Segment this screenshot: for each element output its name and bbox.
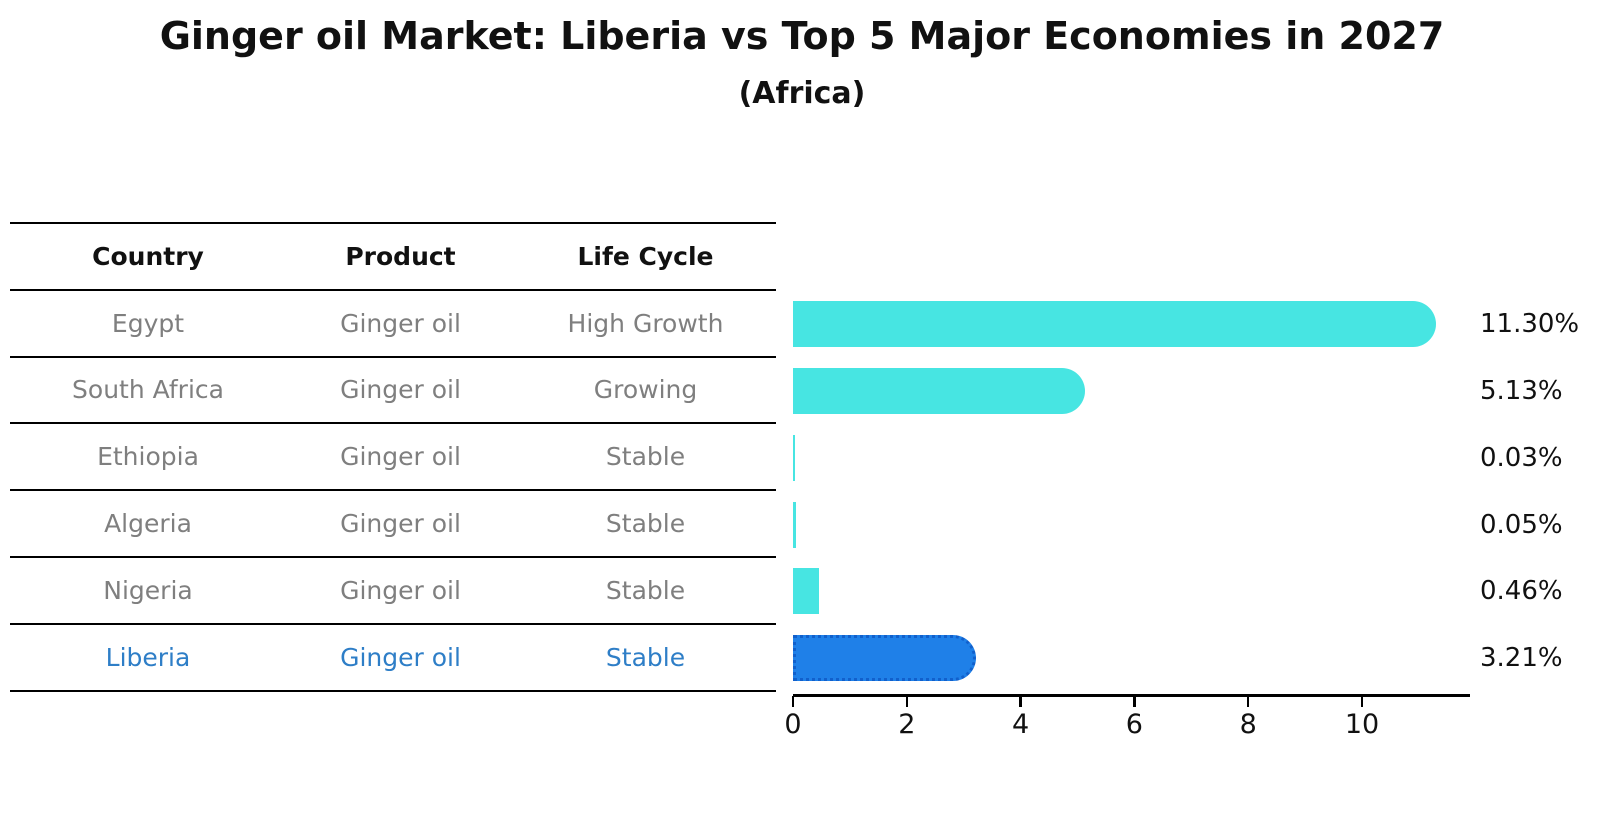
cell-life-cycle: High Growth: [567, 308, 724, 338]
x-tick: [905, 696, 909, 707]
bar-egypt: [793, 301, 1436, 348]
x-tick: [1246, 696, 1250, 707]
cell-product: Ginger oil: [340, 575, 461, 605]
cell-product: Ginger oil: [340, 442, 461, 472]
table-row-nigeria: Nigeria Ginger oil Stable: [10, 558, 776, 625]
x-tick: [791, 696, 795, 707]
x-tick-label: 8: [1239, 709, 1257, 740]
cell-country: Liberia: [105, 642, 191, 672]
bar-value-label: 3.21%: [1480, 643, 1563, 674]
bar-ethiopia: [793, 434, 795, 481]
table-row-algeria: Algeria Ginger oil Stable: [10, 491, 776, 558]
cell-life-cycle: Stable: [605, 509, 686, 539]
column-header-country: Country: [92, 241, 204, 271]
x-tick-label: 10: [1344, 709, 1380, 740]
cell-product: Ginger oil: [340, 642, 461, 672]
x-tick-label: 0: [784, 709, 802, 740]
x-tick-label: 6: [1125, 709, 1143, 740]
cell-country: South Africa: [72, 375, 224, 405]
cell-country: Nigeria: [103, 575, 193, 605]
bar-value-label: 0.46%: [1480, 576, 1563, 607]
chart-subtitle: (Africa): [738, 76, 866, 111]
cell-country: Algeria: [104, 509, 192, 539]
bar-liberia: [793, 635, 976, 682]
cell-life-cycle: Stable: [605, 442, 686, 472]
bar-south-africa: [793, 368, 1085, 414]
x-tick: [1133, 696, 1136, 707]
cell-product: Ginger oil: [340, 308, 461, 338]
bar-algeria: [793, 501, 796, 548]
table-header-row: Country Product Life Cycle: [10, 224, 776, 291]
bar-value-label: 11.30%: [1480, 309, 1580, 340]
cell-country: Ethiopia: [97, 442, 199, 472]
bar-value-label: 0.05%: [1480, 509, 1563, 540]
cell-product: Ginger oil: [340, 509, 461, 539]
column-header-product: Product: [345, 241, 456, 271]
column-header-life-cycle: Life Cycle: [577, 241, 714, 271]
table-row-ethiopia: Ethiopia Ginger oil Stable: [10, 424, 776, 492]
bar-value-label: 0.03%: [1480, 442, 1563, 473]
table-row-egypt: Egypt Ginger oil High Growth: [10, 291, 776, 358]
x-tick: [1019, 696, 1022, 707]
x-tick: [1360, 696, 1364, 707]
cell-life-cycle: Stable: [605, 642, 686, 672]
x-tick-label: 4: [1012, 709, 1030, 740]
x-axis-line: [793, 694, 1471, 697]
cell-life-cycle: Growing: [593, 375, 698, 405]
x-tick-label: 2: [898, 709, 916, 740]
cell-country: Egypt: [111, 308, 185, 338]
country-table: Country Product Life Cycle Egypt Ginger …: [10, 222, 776, 692]
bar-nigeria: [793, 568, 820, 615]
bar-value-label: 5.13%: [1480, 375, 1563, 406]
chart-title: Ginger oil Market: Liberia vs Top 5 Majo…: [159, 14, 1445, 58]
cell-product: Ginger oil: [340, 375, 461, 405]
table-row-south-africa: South Africa Ginger oil Growing: [10, 358, 776, 425]
table-row-liberia: Liberia Ginger oil Stable: [10, 625, 776, 692]
cell-life-cycle: Stable: [605, 575, 686, 605]
